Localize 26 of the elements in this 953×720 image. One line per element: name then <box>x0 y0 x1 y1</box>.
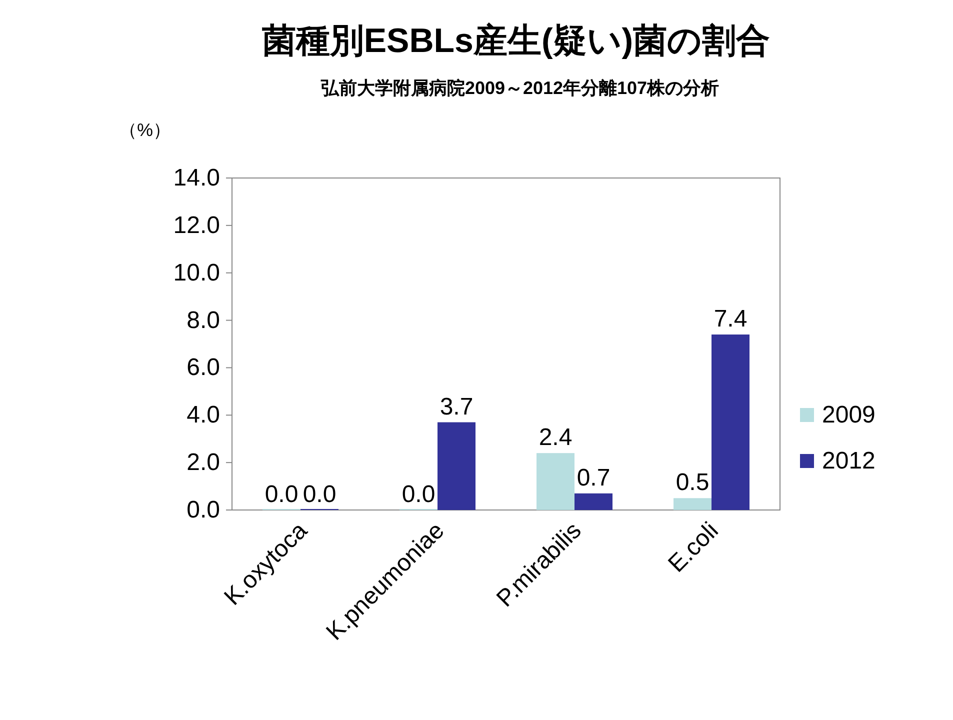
y-tick-label: 12.0 <box>173 212 220 239</box>
y-tick-label: 2.0 <box>186 449 220 476</box>
y-axis-title: （%） <box>118 120 172 140</box>
data-label: 0.0 <box>302 481 336 508</box>
data-label: 0.0 <box>264 481 298 508</box>
y-tick-label: 10.0 <box>173 259 220 286</box>
bar <box>574 493 612 510</box>
data-label: 0.5 <box>676 469 710 496</box>
y-tick-label: 4.0 <box>186 402 220 429</box>
bar <box>438 422 476 510</box>
data-label: 0.7 <box>576 464 610 492</box>
data-label: 3.7 <box>440 393 474 420</box>
bar <box>674 498 712 510</box>
y-tick-label: 14.0 <box>173 164 220 192</box>
bar <box>536 453 574 510</box>
y-tick-label: 8.0 <box>186 306 220 334</box>
y-tick-label: 6.0 <box>186 354 220 382</box>
data-label: 2.4 <box>538 424 572 452</box>
legend-label: 2009 <box>822 402 876 428</box>
data-label: 7.4 <box>714 306 748 333</box>
data-label: 0.0 <box>402 481 436 508</box>
legend-label: 2012 <box>822 448 876 474</box>
bar <box>712 334 750 510</box>
chart-title: 菌種別ESBLs産生(疑い)菌の割合 <box>260 22 770 60</box>
y-tick-label: 0.0 <box>186 496 220 524</box>
chart-subtitle: 弘前大学附属病院2009～2012年分離107株の分析 <box>320 78 720 98</box>
